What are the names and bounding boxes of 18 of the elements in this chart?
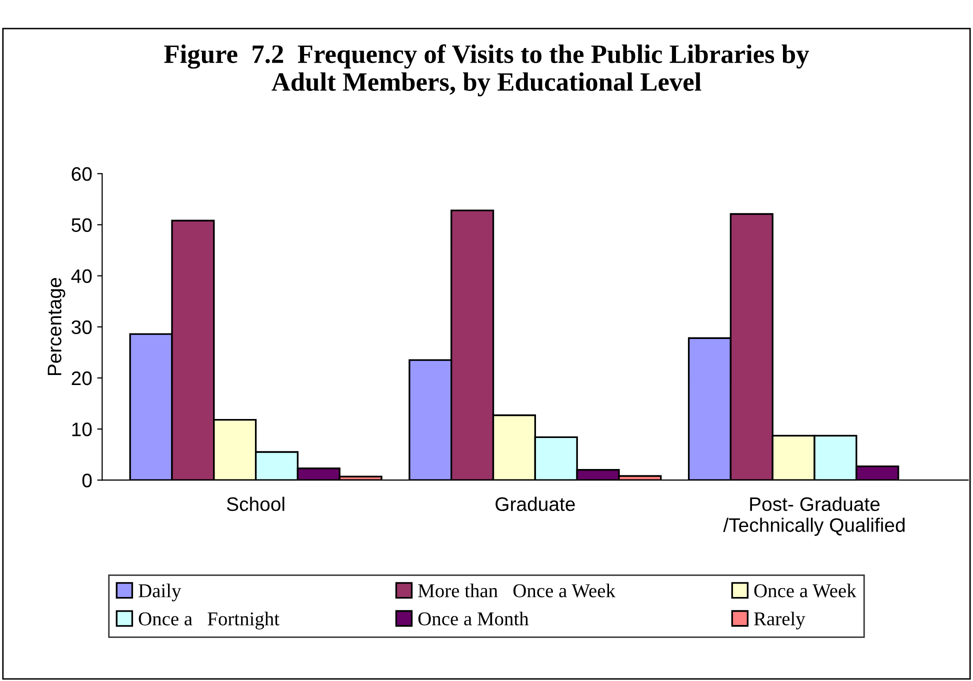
y-tick-label: 60 xyxy=(72,167,92,181)
legend-label: Daily xyxy=(138,584,182,602)
legend-label: Rarely xyxy=(754,612,806,630)
x-tick-label: School xyxy=(226,496,284,512)
y-tick-label: 40 xyxy=(71,269,92,284)
x-tick-label: Post- Graduate /Technically Qualified xyxy=(723,496,905,536)
x-tick-label: Graduate xyxy=(496,496,575,512)
y-tick-label: 30 xyxy=(72,320,92,334)
y-axis-title: Percentage xyxy=(48,278,66,376)
y-tick-label: 20 xyxy=(72,371,92,386)
legend-label: Once a Week xyxy=(754,584,856,598)
y-tick-label: 0 xyxy=(82,474,92,488)
y-tick-label: 10 xyxy=(72,422,92,436)
y-tick-label: 50 xyxy=(72,218,92,232)
legend-label: Once a Fortnight xyxy=(138,612,280,630)
legend-label: More than Once a Week xyxy=(418,584,616,598)
legend-label: Once a Month xyxy=(418,612,529,626)
chart-title: Figure 7.2 Frequency of Visits to the Public Libraries by Adult Members, by Educational Level xyxy=(164,44,810,96)
